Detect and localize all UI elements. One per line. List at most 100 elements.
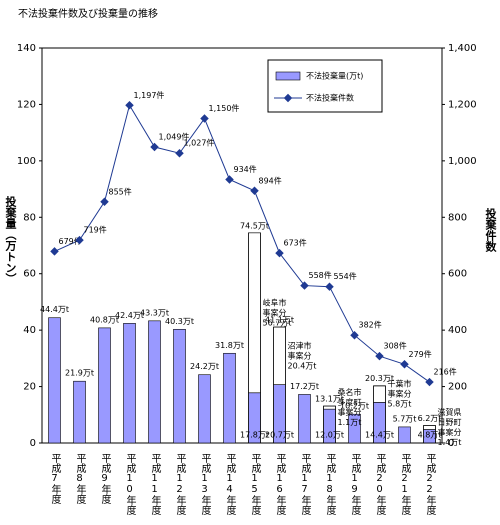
note-label: 沼津市	[288, 340, 312, 350]
x-tick-label: 平成22年度	[424, 453, 436, 516]
x-tick-label: 平成15年度	[249, 453, 261, 516]
line-value-label: 558件	[309, 270, 332, 280]
y-tick-label: 0	[30, 438, 36, 449]
bar-total-outline	[273, 326, 286, 444]
line-marker	[225, 175, 234, 184]
legend-swatch	[275, 71, 301, 81]
line-marker	[50, 247, 59, 256]
y2-tick-label: 200	[448, 382, 467, 393]
y2-tick-label: 600	[448, 269, 467, 280]
bar-value-label: 40.8万t	[90, 315, 119, 324]
bar-total-label: 13.1万t	[315, 395, 344, 404]
bar-total-outline	[248, 232, 261, 444]
y-tick-label: 40	[23, 325, 36, 336]
y-axis-label: 投棄量（万トン）	[4, 195, 18, 284]
bar-value-label: 12.0万t	[315, 431, 344, 440]
bar-value-label: 17.8万t	[240, 431, 269, 440]
legend-swatch	[283, 93, 293, 103]
bar	[398, 426, 411, 444]
bar-total-label: 6.2万t	[418, 414, 442, 423]
bar-value-label: 21.9万t	[65, 369, 94, 378]
y2-tick-label: 1,200	[448, 99, 477, 110]
bar-value-label: 40.3万t	[165, 317, 194, 326]
bar-total-outline	[423, 425, 436, 444]
line-value-label: 279件	[409, 349, 432, 359]
x-tick-label: 平成20年度	[374, 453, 386, 516]
y2-tick-label: 400	[448, 325, 467, 336]
line	[54, 103, 430, 383]
note-label: 千葉市	[388, 379, 412, 389]
bar-value-label: 14.4万t	[365, 431, 394, 440]
line-value-label: 934件	[234, 164, 257, 174]
bar-value-label: 10.2万t	[340, 402, 369, 411]
bar-total-outline	[373, 385, 386, 444]
plot-frame	[41, 47, 443, 444]
bar	[298, 394, 311, 444]
note-label: 多度町	[338, 397, 362, 407]
line-marker	[400, 360, 409, 369]
bar	[173, 328, 186, 444]
bar	[223, 352, 236, 444]
line-value-label: 554件	[334, 271, 357, 281]
y-tick-label: 100	[17, 156, 36, 167]
bar-value-label: 20.7万t	[265, 431, 294, 440]
bar-value-label: 4.8万t	[418, 431, 442, 440]
note-label: 事案分	[338, 407, 362, 417]
line-value-label: 1,150件	[209, 103, 240, 113]
line-marker	[250, 186, 259, 196]
x-tick-label: 平成9年度	[99, 453, 111, 505]
line-marker	[300, 281, 309, 290]
bar	[98, 327, 111, 444]
bar-total-label: 74.5万t	[240, 221, 269, 230]
y-tick-label: 140	[17, 43, 36, 54]
bar-value-label: 44.4万t	[40, 305, 69, 314]
bar-value-label: 42.4万t	[115, 311, 144, 320]
x-tick-label: 平成7年度	[49, 453, 61, 505]
chart-title: 不法投棄件数及び投棄量の推移	[18, 7, 158, 20]
y-tick-label: 60	[23, 269, 36, 280]
bar	[423, 425, 436, 430]
bar	[323, 405, 336, 410]
bar	[73, 380, 86, 444]
bar-value-label: 31.8万t	[215, 341, 244, 350]
bar-value-label: 20.4万t	[288, 361, 317, 370]
bar	[48, 317, 61, 444]
legend-label: 不法投棄件数	[306, 93, 354, 103]
x-tick-label: 平成21年度	[399, 453, 411, 516]
line-marker	[150, 142, 159, 152]
line-marker	[100, 197, 109, 207]
line-value-label: 308件	[384, 341, 407, 351]
note-label: 事案分	[263, 307, 287, 317]
line-marker	[350, 330, 359, 340]
bar-value-label: 43.3万t	[140, 308, 169, 317]
y2-tick-label: 1,400	[448, 43, 477, 54]
line-marker	[325, 282, 334, 291]
y2-tick-label: 0	[448, 438, 454, 449]
line-value-label: 894件	[259, 175, 282, 185]
x-tick-label: 平成8年度	[74, 453, 86, 505]
note-label: 事案分	[388, 389, 412, 399]
line-value-label: 719件	[84, 225, 107, 235]
bar	[373, 385, 386, 403]
bar	[123, 323, 136, 444]
line-value-label: 216件	[434, 367, 457, 377]
line-value-label: 855件	[109, 186, 132, 196]
x-tick-label: 平成19年度	[349, 453, 361, 516]
bar-value-label: 56.7万t	[263, 318, 292, 327]
line-marker	[75, 235, 84, 245]
bar	[148, 320, 161, 444]
x-tick-label: 平成18年度	[324, 453, 336, 516]
line-value-label: 1,049件	[159, 132, 190, 142]
line-marker	[200, 114, 209, 123]
y2-tick-label: 1,000	[448, 156, 477, 167]
x-tick-label: 平成14年度	[224, 453, 236, 516]
bar-total-label: 20.3万t	[365, 374, 394, 383]
bar	[248, 232, 261, 394]
bar-value-label: 5.8万t	[388, 400, 412, 409]
x-tick-label: 平成13年度	[199, 453, 211, 516]
y2-axis-label: 投棄件数	[484, 207, 498, 253]
bar-total-label: 41.1万t	[265, 316, 294, 325]
bar-value-label: 1.1万t	[338, 418, 362, 427]
line-value-label: 673件	[284, 238, 307, 248]
bar-total-outline	[323, 405, 336, 444]
